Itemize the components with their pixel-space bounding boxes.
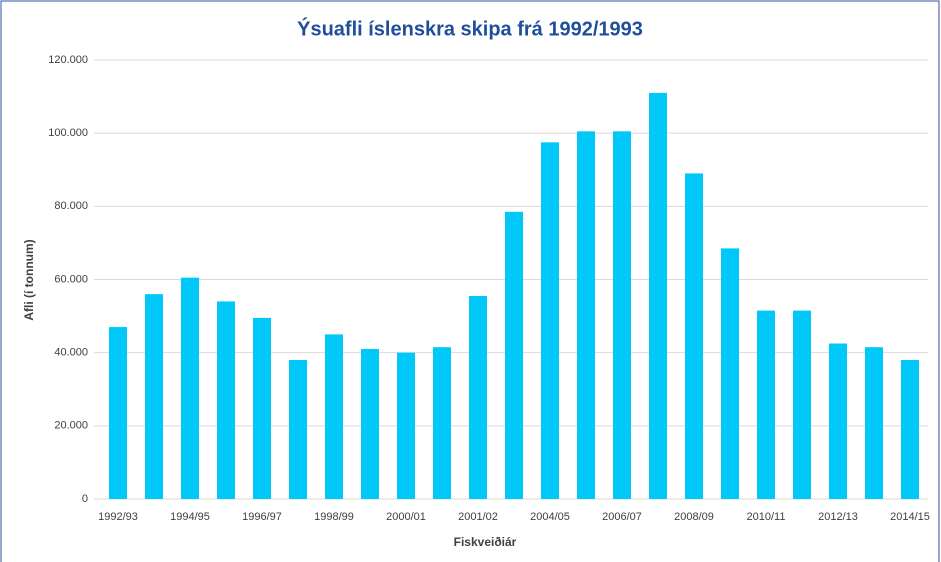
bar bbox=[325, 334, 343, 499]
bar bbox=[757, 310, 775, 499]
bar bbox=[109, 327, 127, 499]
bar bbox=[181, 277, 199, 499]
x-tick-label: 1998/99 bbox=[314, 511, 354, 523]
y-tick-label: 20.000 bbox=[54, 420, 88, 432]
bar bbox=[397, 352, 415, 499]
bar bbox=[289, 359, 307, 499]
bar bbox=[577, 131, 595, 499]
bar bbox=[505, 211, 523, 499]
x-axis-label: Fiskveiðiár bbox=[454, 535, 517, 549]
bar bbox=[217, 301, 235, 499]
x-tick-label: 2010/11 bbox=[747, 511, 786, 523]
x-tick-label: 2006/07 bbox=[602, 511, 642, 523]
x-tick-label: 2012/13 bbox=[818, 511, 858, 523]
bar bbox=[145, 294, 163, 499]
x-tick-label: 2001/02 bbox=[458, 511, 498, 523]
bar bbox=[685, 173, 703, 500]
bar bbox=[649, 92, 667, 500]
chart-title: Ýsuafli íslenskra skipa frá 1992/1993 bbox=[297, 16, 643, 40]
bar bbox=[433, 347, 451, 499]
x-tick-label: 2014/15 bbox=[890, 511, 930, 523]
y-tick-label: 80.000 bbox=[54, 200, 88, 212]
x-tick-label: 2004/05 bbox=[530, 511, 570, 523]
bar bbox=[721, 248, 739, 499]
bar bbox=[469, 295, 487, 499]
bar bbox=[829, 343, 847, 499]
bar bbox=[361, 349, 379, 499]
y-tick-label: 60.000 bbox=[54, 273, 88, 285]
bar bbox=[541, 142, 559, 499]
y-tick-label: 120.000 bbox=[48, 54, 88, 66]
x-tick-label: 1996/97 bbox=[242, 511, 282, 523]
bar bbox=[793, 310, 811, 499]
bar bbox=[901, 359, 919, 499]
y-tick-label: 0 bbox=[82, 493, 88, 505]
bar bbox=[253, 317, 271, 499]
x-tick-label: 1994/95 bbox=[170, 511, 210, 523]
y-tick-label: 100.000 bbox=[48, 127, 88, 139]
x-tick-label: 2008/09 bbox=[674, 511, 714, 523]
x-tick-label: 2000/01 bbox=[386, 511, 426, 523]
bar bbox=[613, 131, 631, 499]
y-axis-label: Afli (í tonnum) bbox=[22, 239, 36, 320]
bar bbox=[865, 347, 883, 499]
x-tick-label: 1992/93 bbox=[98, 511, 138, 523]
y-tick-label: 40.000 bbox=[54, 347, 88, 359]
